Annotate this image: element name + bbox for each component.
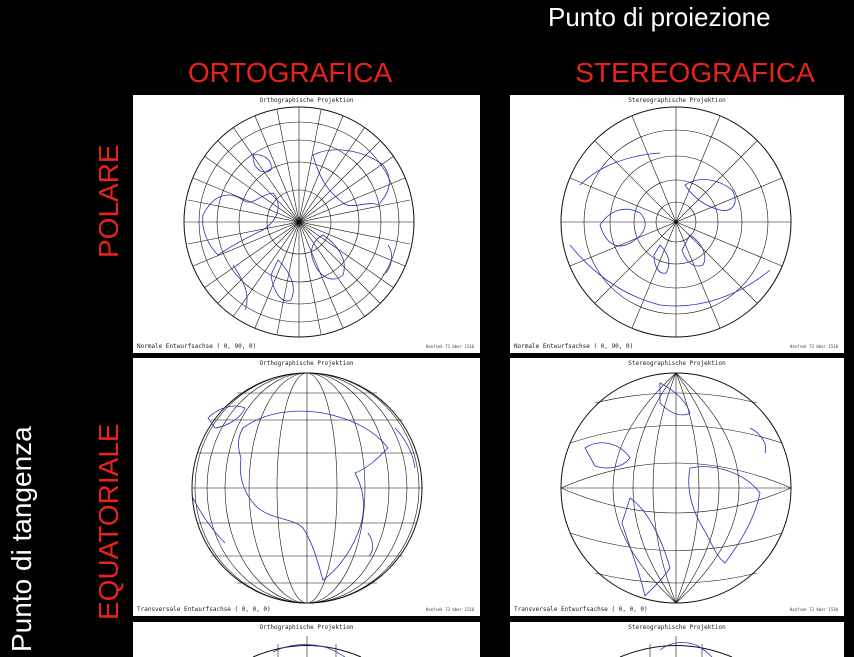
panel-axis-caption: Transversale Entwurfsachse ( 0, 0, 0)	[514, 606, 648, 613]
globe-orthographic-equatorial	[191, 372, 423, 604]
globe-stereographic-equatorial	[560, 372, 792, 604]
map-panel-orthographic-equatorial: Orthographische Projektion Transversale …	[133, 358, 480, 616]
panel-title: Stereographische Projektion	[628, 97, 726, 104]
globe-stereographic-polar	[560, 106, 792, 338]
map-panel-stereographic-equatorial: Stereographische Projektion Transversale…	[510, 358, 844, 616]
tangency-point-label: Punto di tangenza	[6, 426, 37, 652]
panel-title: Orthographische Projektion	[259, 360, 354, 367]
column-label-stereographic: STEREOGRAFICA	[575, 57, 815, 88]
projection-point-heading: Punto di proiezione	[548, 2, 771, 32]
globe-stereographic-partial	[619, 636, 733, 657]
panel-axis-caption: Normale Entwurfsachse ( 0, 90, 0)	[514, 343, 634, 350]
panel-axis-caption: Transversale Entwurfsachse ( 0, 0, 0)	[137, 606, 271, 613]
panel-credit: Hanfsek 73 bber 1530	[425, 607, 474, 612]
panel-credit: Hanfsek 73 bber 1530	[425, 344, 474, 349]
map-panel-orthographic-polar: Orthographische Projektion Normale Entwu…	[133, 95, 480, 353]
globe-orthographic-polar	[183, 106, 415, 338]
row-label-polar: POLARE	[93, 144, 124, 258]
panel-title: Orthographische Projektion	[259, 97, 354, 104]
map-panel-stereographic-partial: Stereographische Projektion	[510, 622, 844, 657]
map-panel-stereographic-polar: Stereographische Projektion Normale Entw…	[510, 95, 844, 353]
globe-orthographic-partial	[252, 636, 362, 657]
panel-credit: Hanfsek 73 bber 1530	[789, 607, 838, 612]
panel-title: Stereographische Projektion	[628, 360, 726, 367]
row-label-equatorial: EQUATORIALE	[93, 423, 124, 620]
panel-axis-caption: Normale Entwurfsachse ( 0, 90, 0)	[137, 343, 257, 350]
panel-credit: Hanfsek 73 bber 1530	[789, 344, 838, 349]
panel-title: Stereographische Projektion	[628, 624, 726, 631]
column-label-orthographic: ORTOGRAFICA	[187, 57, 393, 88]
map-panel-orthographic-partial: Orthographische Projektion	[133, 622, 480, 657]
panel-title: Orthographische Projektion	[259, 624, 354, 631]
